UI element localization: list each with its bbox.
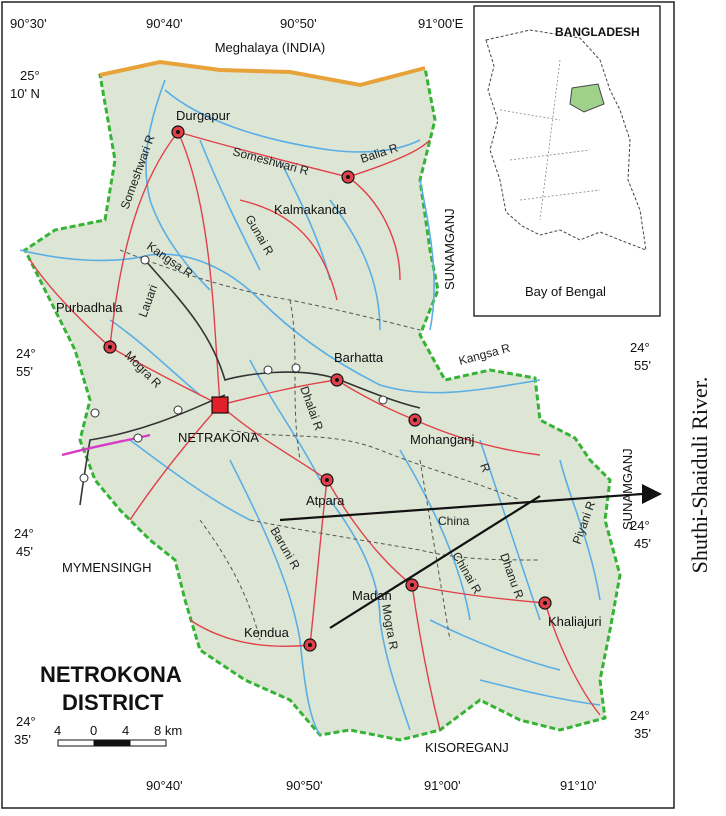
coord-top-1: 90°30' (10, 16, 47, 31)
railway (61, 255, 421, 506)
place-khaliajuri: Khaliajuri (548, 614, 602, 629)
scale-label-8km: 8 km (154, 723, 182, 738)
coord-top-3: 90°50' (280, 16, 317, 31)
inset-title: BANGLADESH (555, 25, 640, 39)
label-sunamganj-north: SUNAMGANJ (442, 208, 457, 290)
coord-right-1-deg: 24° (630, 340, 650, 355)
district-title-line1: NETROKONA (40, 662, 182, 687)
place-kalmakanda: Kalmakanda (274, 202, 347, 217)
scale-bar (57, 739, 167, 747)
place-mohanganj: Mohanganj (410, 432, 474, 447)
label-kisoreganj: KISOREGANJ (425, 740, 509, 755)
coord-right-1-min: 55' (634, 358, 651, 373)
place-durgapur: Durgapur (176, 108, 231, 123)
river-label-china: China (438, 514, 470, 528)
district-area (23, 60, 622, 742)
place-atpara: Atpara (306, 493, 345, 508)
place-purbadhala: Purbadhala (56, 300, 123, 315)
place-netrakona: NETRAKONA (178, 430, 259, 445)
coord-left-4-deg: 24° (16, 714, 36, 729)
label-mymensingh: MYMENSINGH (62, 560, 152, 575)
india-border (99, 59, 426, 88)
coord-right-3-deg: 24° (630, 708, 650, 723)
label-sunamganj-south: SUNAMGANJ (620, 448, 635, 530)
coord-left-2-deg: 24° (16, 346, 36, 361)
coord-right-2-deg: 24° (630, 518, 650, 533)
upazila-boundaries (119, 249, 541, 641)
road-network (29, 131, 601, 731)
place-madan: Madan (352, 588, 392, 603)
coord-left-1-min: 10' N (10, 86, 40, 101)
coord-left-1-deg: 25° (20, 68, 40, 83)
coord-right-2-min: 45' (634, 536, 651, 551)
coord-top-4: 91°00'E (418, 16, 464, 31)
coord-left-3-deg: 24° (14, 526, 34, 541)
district-title-line2: DISTRICT (62, 690, 164, 715)
scale-label-4-left: 4 (54, 723, 61, 738)
label-meghalaya: Meghalaya (INDIA) (215, 40, 326, 55)
coord-top-2: 90°40' (146, 16, 183, 31)
coord-bottom-1: 90°40' (146, 778, 183, 793)
scale-label-0: 0 (90, 723, 97, 738)
coord-left-2-min: 55' (16, 364, 33, 379)
river-annotation-label: Shuthi-Shaiduli River. (674, 330, 726, 620)
place-kendua: Kendua (244, 625, 290, 640)
upazila-markers (103, 125, 552, 652)
coord-right-3-min: 35' (634, 726, 651, 741)
coord-bottom-4: 91°10' (560, 778, 597, 793)
coord-bottom-3: 91°00' (424, 778, 461, 793)
annotation-arrows (279, 492, 643, 629)
coord-bottom-2: 90°50' (286, 778, 323, 793)
inset-map (473, 5, 661, 317)
scale-label-4: 4 (122, 723, 129, 738)
annotation-text: Shuthi-Shaiduli River. (687, 376, 712, 574)
coord-left-3-min: 45' (16, 544, 33, 559)
place-barhatta: Barhatta (334, 350, 384, 365)
inset-caption: Bay of Bengal (525, 284, 606, 299)
arrow-head (642, 484, 662, 504)
coord-left-4-min: 35' (14, 732, 31, 747)
